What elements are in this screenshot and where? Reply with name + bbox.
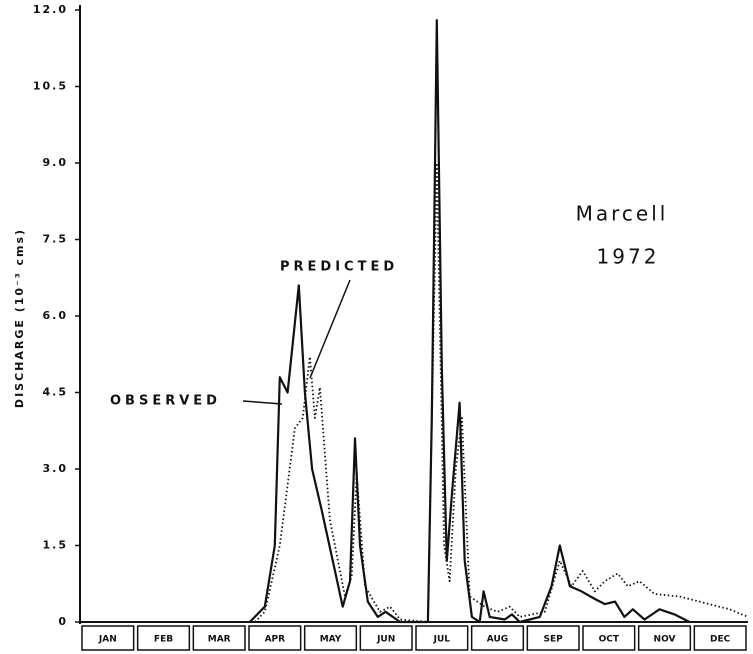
x-tick-label: OCT: [599, 635, 620, 645]
chart-title: Marcell: [576, 202, 669, 226]
x-tick-label: FEB: [154, 635, 173, 645]
leader-line: [309, 279, 351, 379]
month-box: [693, 625, 747, 651]
chart-subtitle: 1972: [597, 245, 660, 269]
y-tick-label: 4.5: [43, 386, 69, 399]
y-tick-label: 10.5: [33, 80, 68, 93]
month-box: [415, 625, 469, 651]
series-line: [249, 19, 690, 624]
x-tick-label: DEC: [710, 635, 731, 645]
x-tick-label: SEP: [544, 635, 564, 645]
series-line: [254, 162, 749, 623]
y-tick-label: 0: [58, 615, 68, 628]
x-tick-label: MAR: [208, 635, 231, 645]
y-axis-label: DISCHARGE (10⁻³ cms): [13, 228, 26, 408]
annotation: OBSERVED: [110, 394, 221, 409]
x-tick-label: JAN: [98, 635, 117, 645]
month-box: [248, 625, 302, 651]
x-tick-label: JUN: [376, 635, 395, 645]
x-tick-label: AUG: [487, 635, 508, 645]
annotation: PREDICTED: [280, 260, 398, 275]
month-box: [136, 625, 191, 651]
month-box: [470, 625, 525, 651]
x-tick-label: APR: [265, 635, 286, 645]
month-box: [526, 625, 580, 651]
y-tick-label: 6.0: [43, 309, 69, 322]
x-tick-label: NOV: [654, 635, 676, 645]
month-box: [359, 625, 413, 651]
month-box: [637, 625, 692, 651]
x-tick-label: MAY: [320, 635, 342, 645]
y-tick-label: 1.5: [43, 539, 69, 552]
y-tick-label: 3.0: [43, 462, 69, 475]
month-box: [192, 625, 246, 651]
y-tick-label: 7.5: [43, 233, 69, 246]
month-box: [303, 625, 358, 651]
month-box: [582, 625, 636, 651]
x-tick-label: JUL: [433, 635, 451, 645]
y-tick-label: 9.0: [43, 156, 69, 169]
leader-line: [242, 400, 283, 405]
y-tick-label: 12.0: [33, 3, 68, 16]
month-box: [81, 625, 135, 651]
